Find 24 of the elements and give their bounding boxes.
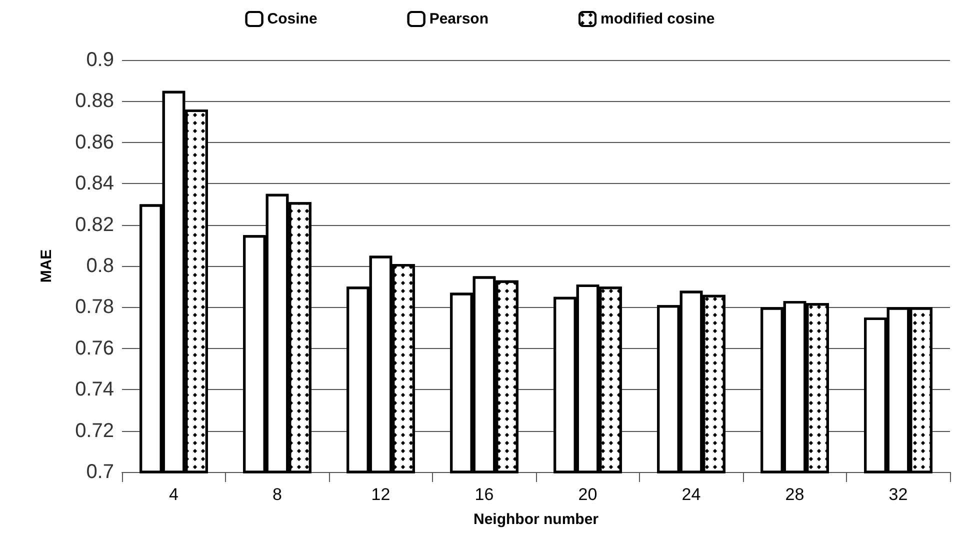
legend-label: Pearson xyxy=(429,10,489,28)
x-axis-title: Neighbor number xyxy=(473,511,599,528)
y-tick-label: 0.76 xyxy=(75,337,114,360)
y-tick-label: 0.9 xyxy=(86,49,114,71)
legend-label: modified cosine xyxy=(600,10,715,28)
x-tick-label: 20 xyxy=(578,485,598,504)
x-tick-label: 4 xyxy=(169,485,178,504)
y-tick-label: 0.78 xyxy=(75,296,114,318)
x-tick-label: 12 xyxy=(371,485,390,504)
y-tick-label: 0.82 xyxy=(75,214,114,236)
y-tick-label: 0.88 xyxy=(75,90,114,112)
legend-label: Cosine xyxy=(267,10,318,28)
y-tick-label: 0.84 xyxy=(75,172,114,195)
y-axis-title: MAE xyxy=(38,249,55,283)
x-tick-label: 24 xyxy=(682,485,701,504)
x-tick-label: 32 xyxy=(888,485,908,504)
y-tick-label: 0.7 xyxy=(86,461,114,483)
x-tick-label: 8 xyxy=(272,485,282,504)
x-tick-label: 28 xyxy=(785,485,804,504)
x-tick-label: 16 xyxy=(474,485,494,504)
y-tick-label: 0.8 xyxy=(86,255,114,277)
y-tick-label: 0.74 xyxy=(75,378,114,401)
y-tick-label: 0.72 xyxy=(75,420,114,442)
y-tick-label: 0.86 xyxy=(75,131,114,154)
